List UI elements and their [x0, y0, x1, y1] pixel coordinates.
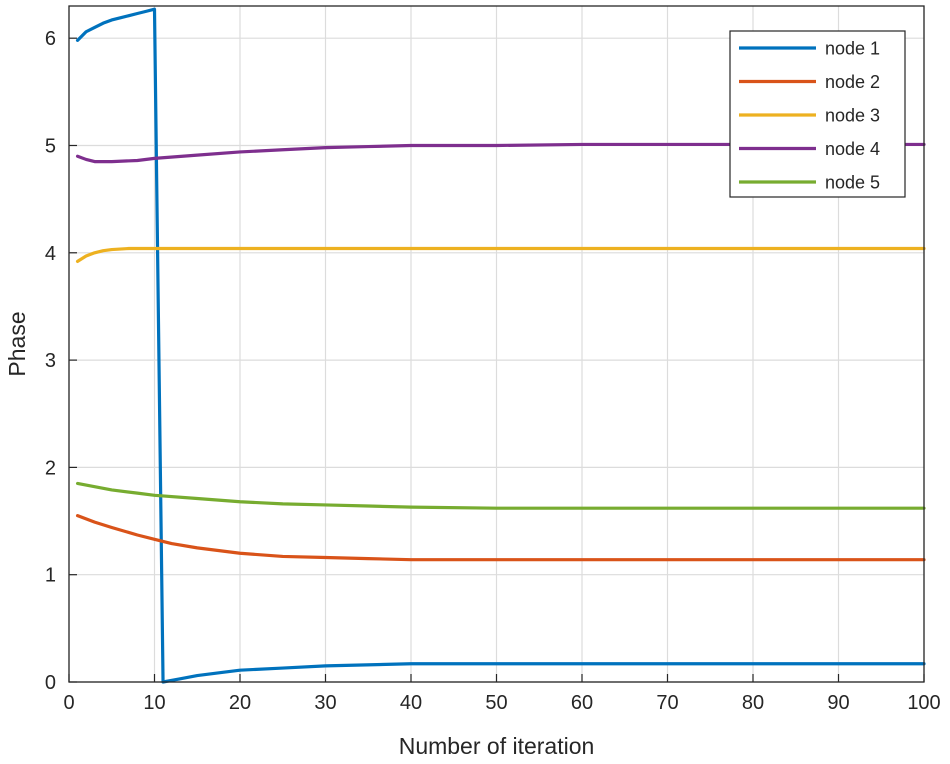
y-tick-label: 4 — [45, 243, 56, 265]
x-tick-label: 40 — [400, 692, 422, 714]
x-tick-label: 20 — [229, 692, 251, 714]
series-line-node-4 — [75, 142, 926, 164]
y-tick-label: 0 — [45, 672, 56, 694]
x-tick-label: 100 — [907, 692, 940, 714]
x-tick-label: 70 — [656, 692, 678, 714]
plot-lines — [75, 7, 926, 684]
legend-label-node-4: node 4 — [825, 139, 880, 159]
axis-ticks: 0 10 20 30 40 50 60 70 80 90 100 0 1 2 3 4 5 6 — [45, 28, 941, 714]
x-tick-label: 80 — [742, 692, 764, 714]
legend-label-node-5: node 5 — [825, 173, 880, 193]
x-tick-label: 10 — [143, 692, 165, 714]
legend-label-node-2: node 2 — [825, 72, 880, 92]
y-axis-title: Phase — [4, 311, 30, 376]
legend: node 1 node 2 node 3 node 4 node 5 — [729, 30, 906, 198]
series-line-node-5 — [75, 481, 926, 510]
legend-label-node-3: node 3 — [825, 106, 880, 126]
y-tick-label: 6 — [45, 28, 56, 50]
series-line-node-1 — [75, 7, 926, 684]
x-tick-label: 90 — [827, 692, 849, 714]
series-line-node-3 — [75, 246, 926, 263]
y-tick-label: 5 — [45, 135, 56, 157]
legend-label-node-1: node 1 — [825, 39, 880, 59]
x-tick-label: 60 — [571, 692, 593, 714]
y-tick-label: 1 — [45, 565, 56, 587]
y-tick-label: 2 — [45, 457, 56, 479]
x-tick-label: 30 — [314, 692, 336, 714]
x-tick-label: 50 — [485, 692, 507, 714]
series-line-node-2 — [75, 514, 926, 562]
x-axis-title: Number of iteration — [399, 733, 595, 759]
y-tick-label: 3 — [45, 350, 56, 372]
x-tick-label: 0 — [63, 692, 74, 714]
